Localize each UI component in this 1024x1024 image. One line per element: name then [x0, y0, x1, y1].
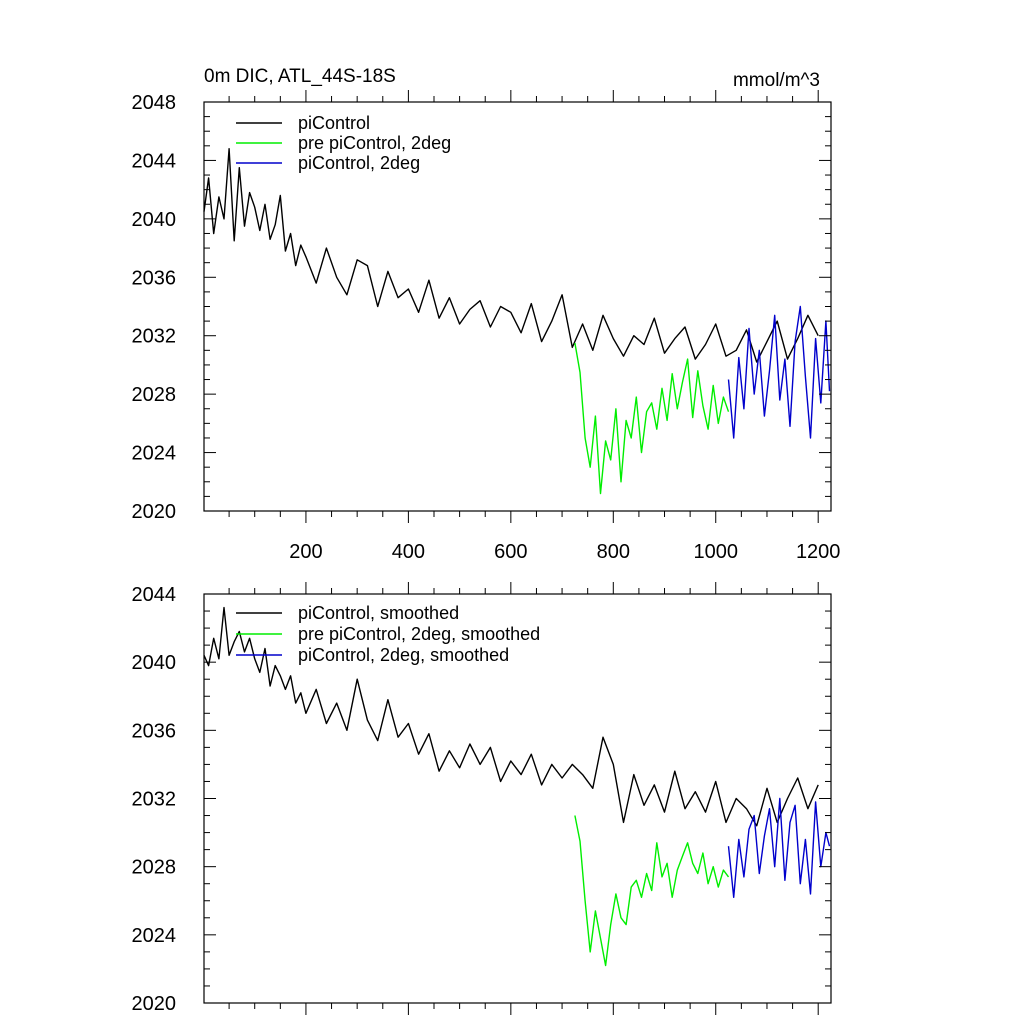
- top-series-group: [203, 147, 831, 495]
- bottom-panel: 2020 2024 2028 2032 2036 2040 2044 piControl, …: [132, 582, 832, 1015]
- bottom-plot-frame: [203, 593, 832, 1004]
- top-ytick-label: 2028: [132, 384, 177, 406]
- top-ytick-label: 2048: [132, 92, 177, 114]
- top-ytick-label: 2044: [132, 150, 177, 172]
- legend-label-pre-picontrol-2deg: pre piControl, 2deg: [298, 133, 451, 153]
- top-xtick-label: 200: [289, 541, 322, 563]
- top-axis-ticks: 2020 2024 2028 2032 2036 2040 2044 2048 200 400 60…: [132, 90, 841, 563]
- top-xtick-label: 800: [597, 541, 630, 563]
- top-ytick-label: 2032: [132, 326, 177, 348]
- legend-label-picontrol-2deg-smoothed: piControl, 2deg, smoothed: [298, 645, 509, 665]
- legend-label-picontrol-smoothed: piControl, smoothed: [298, 603, 459, 623]
- bottom-series-group: [203, 606, 831, 967]
- bottom-axis-ticks: 2020 2024 2028 2032 2036 2040 2044: [132, 582, 831, 1015]
- top-xtick-label: 400: [392, 541, 425, 563]
- top-ytick-label: 2020: [132, 501, 177, 523]
- legend-label-picontrol-2deg: piControl, 2deg: [298, 153, 420, 173]
- top-legend: piControl pre piControl, 2deg piControl,…: [236, 113, 451, 173]
- units-label: mmol/m^3: [733, 70, 820, 91]
- bottom-legend: piControl, smoothed pre piControl, 2deg,…: [236, 603, 540, 665]
- top-series-picontrol: [203, 147, 819, 363]
- bottom-ytick-label: 2036: [132, 720, 177, 742]
- bottom-ytick-label: 2032: [132, 789, 177, 811]
- top-series-picontrol-2deg: [727, 305, 831, 439]
- bottom-series-picontrol-2deg-smoothed: [727, 797, 831, 898]
- bottom-series-pre-picontrol-2deg-smoothed: [574, 815, 730, 967]
- legend-label-pre-picontrol-2deg-smoothed: pre piControl, 2deg, smoothed: [298, 624, 540, 644]
- top-plot-frame: [203, 101, 832, 512]
- top-ytick-label: 2040: [132, 209, 177, 231]
- bottom-series-picontrol-smoothed: [203, 606, 819, 827]
- bottom-ytick-label: 2044: [132, 584, 177, 606]
- top-xtick-label: 1000: [693, 541, 738, 563]
- bottom-ytick-label: 2020: [132, 993, 177, 1015]
- top-xtick-label: 1200: [796, 541, 841, 563]
- top-series-pre-picontrol-2deg: [574, 342, 730, 495]
- bottom-ytick-label: 2040: [132, 652, 177, 674]
- top-xtick-label: 600: [494, 541, 527, 563]
- chart-title: 0m DIC, ATL_44S-18S: [204, 66, 396, 87]
- bottom-ytick-label: 2028: [132, 857, 177, 879]
- bottom-ytick-label: 2024: [132, 925, 177, 947]
- top-panel: 0m DIC, ATL_44S-18S mmol/m^3 20202024202…: [132, 66, 841, 563]
- top-ytick-label: 2036: [132, 267, 177, 289]
- top-ytick-label: 2024: [132, 443, 177, 465]
- legend-label-picontrol: piControl: [298, 113, 370, 133]
